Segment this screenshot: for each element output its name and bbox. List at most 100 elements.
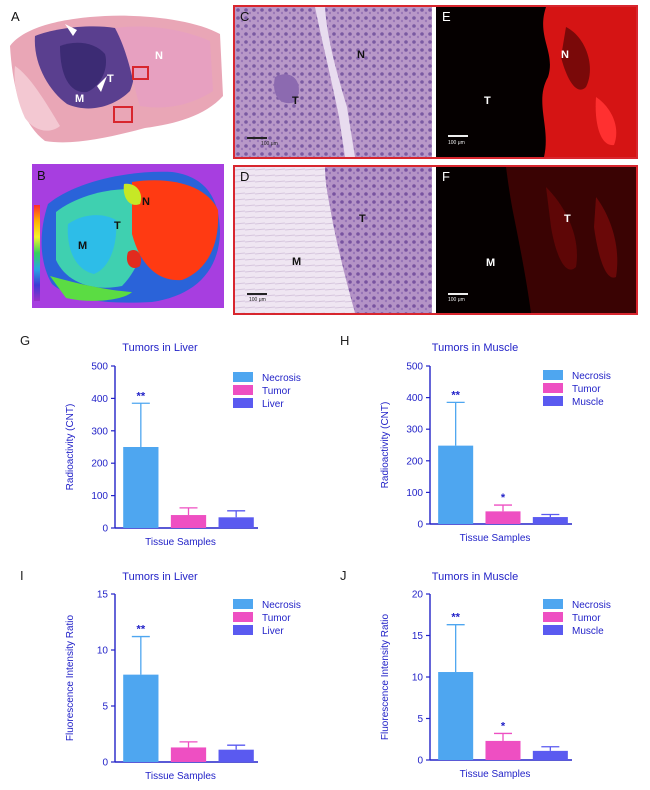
zoom-frame-bottom (233, 165, 638, 315)
autoradiography-illustration (41, 171, 221, 303)
y-tick-label: 300 (91, 426, 108, 437)
y-tick-label: 15 (412, 631, 424, 642)
legend-label-tumor: Tumor (262, 386, 291, 397)
legend-label-tumor: Tumor (572, 613, 601, 624)
bar-tumor (170, 515, 207, 528)
x-axis-label: Tissue Samples (460, 769, 531, 780)
bar-liver (218, 749, 254, 762)
panel-c-image: N T 100 μm (235, 7, 432, 157)
y-tick-label: 400 (406, 393, 423, 404)
significance-marker: ** (451, 389, 460, 401)
scale-text: 100 μm (448, 297, 465, 303)
zoom-box-lower (113, 106, 133, 123)
panel-letter-h: H (340, 333, 349, 348)
he-zoom-illustration (235, 7, 432, 157)
fluorescence-illustration (536, 7, 636, 157)
legend-label-necrosis: Necrosis (262, 373, 301, 384)
y-tick-label: 20 (412, 590, 424, 601)
label-b-m: M (78, 240, 88, 252)
bar-tumor (170, 747, 207, 762)
chart-title: Tumors in Muscle (432, 571, 518, 583)
y-axis-label: Radioactivity (CNT) (65, 404, 76, 491)
panel-letter-f: F (442, 169, 450, 184)
zoom-frame-top (233, 5, 638, 159)
bar-tumor (485, 740, 521, 760)
y-tick-label: 15 (97, 590, 109, 601)
label-b-n: N (142, 196, 150, 208)
legend-label-tumor: Tumor (572, 384, 601, 395)
x-axis-label: Tissue Samples (460, 533, 531, 544)
bar-liver (218, 517, 254, 528)
y-axis-label: Fluorescence Intensity Ratio (65, 614, 76, 741)
y-tick-label: 10 (412, 673, 424, 684)
legend-label-necrosis: Necrosis (572, 371, 611, 382)
legend-swatch-muscle (543, 625, 563, 635)
label-b-t: T (114, 220, 121, 232)
label-d-t: T (359, 213, 366, 225)
y-tick-label: 500 (91, 362, 108, 373)
legend-swatch-necrosis (233, 599, 253, 609)
legend-label-muscle: Muscle (572, 626, 604, 637)
panel-b-image: N T M (32, 164, 224, 308)
y-axis-label: Radioactivity (CNT) (380, 402, 391, 489)
significance-marker: * (501, 720, 506, 732)
legend-swatch-tumor (543, 383, 563, 393)
scale-bar (448, 135, 468, 137)
y-tick-label: 500 (406, 362, 423, 373)
panel-letter-j: J (340, 568, 347, 583)
significance-marker: * (501, 492, 506, 504)
y-tick-label: 0 (102, 524, 108, 535)
panel-e-image: N T 100 μm (436, 7, 636, 157)
scale-text: 100 μm (448, 140, 465, 146)
panel-letter-e: E (442, 9, 451, 24)
zoom-box-upper (132, 66, 149, 80)
bar-muscle (532, 750, 568, 760)
y-tick-label: 5 (102, 702, 108, 713)
x-axis-label: Tissue Samples (145, 537, 216, 548)
legend-label-muscle: Muscle (572, 397, 604, 408)
label-e-n: N (561, 49, 569, 61)
legend-label-necrosis: Necrosis (262, 600, 301, 611)
y-tick-label: 5 (417, 714, 423, 725)
y-tick-label: 0 (417, 756, 423, 767)
legend-swatch-liver (233, 398, 253, 408)
panel-a-image: N T M (5, 6, 227, 159)
panel-f-image: T M 100 μm (436, 167, 636, 313)
bar-necrosis (438, 445, 474, 524)
legend-swatch-tumor (233, 385, 253, 395)
label-d-m: M (292, 256, 302, 268)
scale-text: 100 μm (249, 297, 266, 303)
panel-letter-i: I (20, 568, 24, 583)
y-tick-label: 100 (406, 488, 423, 499)
label-f-t: T (564, 213, 571, 225)
chart-title: Tumors in Muscle (432, 342, 518, 354)
label-c-t: T (292, 95, 299, 107)
panel-letter-a: A (11, 9, 20, 24)
label-f-m: M (486, 257, 496, 269)
legend-swatch-liver (233, 625, 253, 635)
chart-title: Tumors in Liver (122, 342, 198, 354)
legend-swatch-tumor (543, 612, 563, 622)
colorbar (34, 205, 40, 301)
label-e-t: T (484, 95, 491, 107)
panel-letter-b: B (37, 168, 46, 183)
y-tick-label: 100 (91, 491, 108, 502)
y-tick-label: 0 (102, 758, 108, 769)
chart-title: Tumors in Liver (122, 571, 198, 583)
legend-swatch-necrosis (233, 372, 253, 382)
y-tick-label: 300 (406, 425, 423, 436)
legend-swatch-necrosis (543, 599, 563, 609)
legend-label-liver: Liver (262, 399, 284, 410)
legend-label-necrosis: Necrosis (572, 600, 611, 611)
significance-marker: ** (137, 624, 146, 636)
y-tick-label: 10 (97, 646, 109, 657)
y-tick-label: 200 (406, 456, 423, 467)
x-axis-label: Tissue Samples (145, 771, 216, 782)
legend-swatch-tumor (233, 612, 253, 622)
scale-bar (247, 293, 267, 295)
label-c-n: N (357, 49, 365, 61)
y-axis-label: Fluorescence Intensity Ratio (380, 613, 391, 740)
legend-swatch-muscle (543, 396, 563, 406)
label-a-m: M (75, 93, 85, 105)
